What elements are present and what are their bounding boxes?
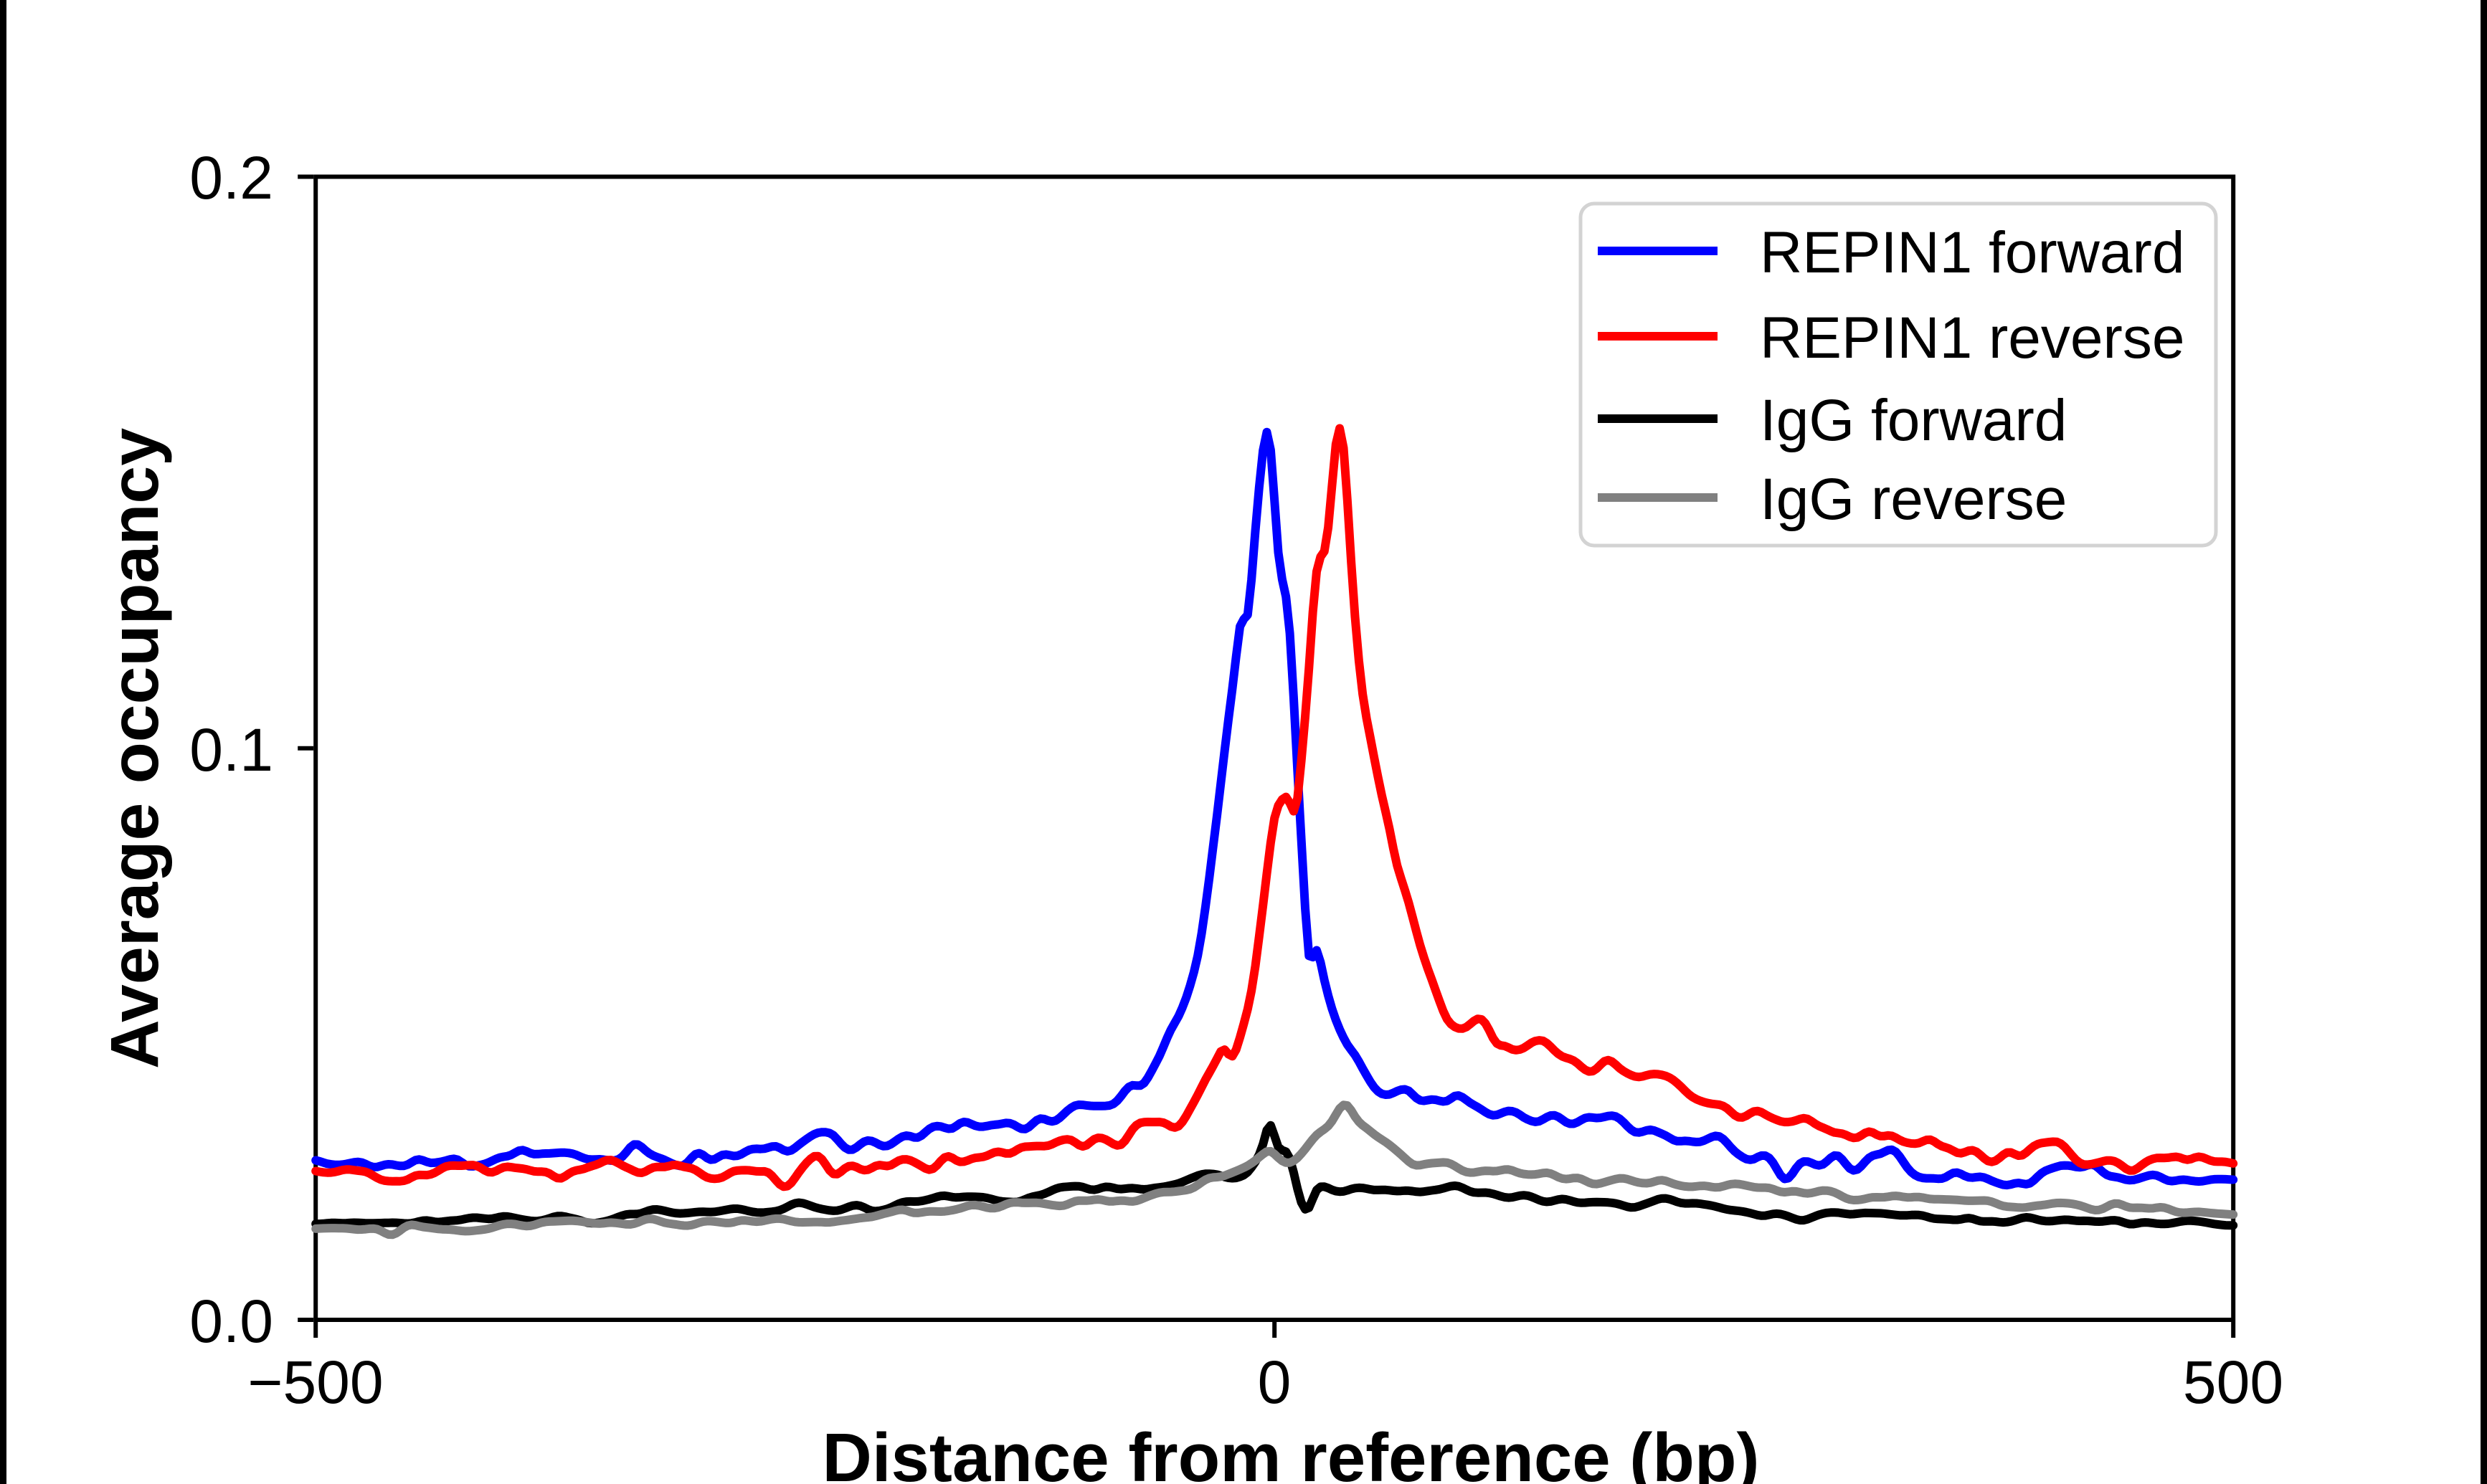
svg-text:IgG reverse: IgG reverse (1760, 467, 2067, 532)
svg-text:0: 0 (1258, 1349, 1292, 1416)
svg-text:0.1: 0.1 (189, 716, 273, 784)
svg-text:REPIN1 forward: REPIN1 forward (1760, 220, 2184, 285)
svg-text:Average occupancy: Average occupancy (97, 428, 173, 1069)
svg-text:0.0: 0.0 (189, 1288, 273, 1355)
svg-text:500: 500 (2183, 1349, 2283, 1416)
svg-text:Distance from reference (bp): Distance from reference (bp) (822, 1419, 1759, 1484)
svg-text:REPIN1 reverse: REPIN1 reverse (1760, 305, 2184, 371)
svg-text:0.2: 0.2 (189, 144, 273, 211)
svg-text:IgG forward: IgG forward (1760, 388, 2067, 453)
svg-text:−500: −500 (247, 1349, 383, 1416)
